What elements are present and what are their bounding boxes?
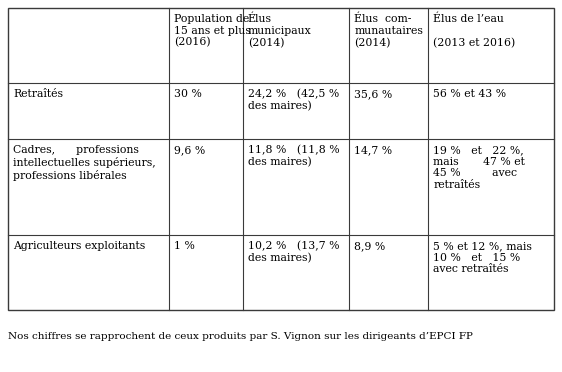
- Text: 10,2 %   (13,7 %
des maires): 10,2 % (13,7 % des maires): [248, 241, 339, 263]
- Text: Élus de l’eau

(2013 et 2016): Élus de l’eau (2013 et 2016): [433, 14, 516, 48]
- Text: 24,2 %   (42,5 %
des maires): 24,2 % (42,5 % des maires): [248, 89, 339, 111]
- Text: Population de
15 ans et plus
(2016): Population de 15 ans et plus (2016): [174, 14, 251, 48]
- Bar: [8, 8, 554, 310]
- Text: Nos chiffres se rapprochent de ceux produits par S. Vignon sur les dirigeants d’: Nos chiffres se rapprochent de ceux prod…: [8, 332, 473, 341]
- Text: 11,8 %   (11,8 %
des maires): 11,8 % (11,8 % des maires): [248, 145, 339, 167]
- Text: Élus
municipaux
(2014): Élus municipaux (2014): [248, 14, 311, 48]
- Text: 1 %: 1 %: [174, 241, 195, 251]
- Text: Agriculteurs exploitants: Agriculteurs exploitants: [13, 241, 145, 251]
- Text: Cadres,      professions
intellectuelles supérieurs,
professions libérales: Cadres, professions intellectuelles supé…: [13, 145, 156, 180]
- Text: 30 %: 30 %: [174, 89, 202, 99]
- Text: 56 % et 43 %: 56 % et 43 %: [433, 89, 506, 99]
- Text: 8,9 %: 8,9 %: [354, 241, 386, 251]
- Text: 35,6 %: 35,6 %: [354, 89, 392, 99]
- Text: Élus  com-
munautaires
(2014): Élus com- munautaires (2014): [354, 14, 423, 48]
- Text: Retraîtés: Retraîtés: [13, 89, 63, 99]
- Text: 14,7 %: 14,7 %: [354, 145, 392, 155]
- Text: 9,6 %: 9,6 %: [174, 145, 205, 155]
- Text: 5 % et 12 %, mais
10 %   et   15 %
avec retraîtés: 5 % et 12 %, mais 10 % et 15 % avec retr…: [433, 241, 532, 274]
- Text: 19 %   et   22 %,
mais       47 % et
45 %         avec
retraîtés: 19 % et 22 %, mais 47 % et 45 % avec ret…: [433, 145, 525, 190]
